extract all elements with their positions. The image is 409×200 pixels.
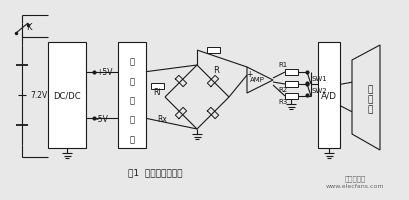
Bar xyxy=(48,43,86,148)
Bar xyxy=(285,94,298,100)
Text: R3: R3 xyxy=(279,99,288,104)
Text: 电子发烧友: 电子发烧友 xyxy=(344,175,366,181)
Bar xyxy=(318,43,340,148)
Text: 密: 密 xyxy=(130,77,135,86)
Text: Rx: Rx xyxy=(157,114,167,123)
Text: www.elecfans.com: www.elecfans.com xyxy=(326,184,384,189)
Text: +5V: +5V xyxy=(96,68,112,77)
Text: 机: 机 xyxy=(367,105,373,114)
Bar xyxy=(151,84,164,90)
Text: 流: 流 xyxy=(130,115,135,124)
Text: K: K xyxy=(26,23,31,32)
Text: 图1  仪器组成原理图: 图1 仪器组成原理图 xyxy=(128,168,182,177)
Text: +: + xyxy=(246,70,252,79)
Text: AMP: AMP xyxy=(249,77,264,83)
Text: Ri: Ri xyxy=(153,88,161,97)
Text: A/D: A/D xyxy=(321,91,337,100)
Text: 恒: 恒 xyxy=(130,96,135,105)
Text: 精: 精 xyxy=(130,57,135,66)
Text: 7.2V: 7.2V xyxy=(30,91,47,100)
Text: 源: 源 xyxy=(130,134,135,143)
Text: -5V: -5V xyxy=(96,114,109,123)
Text: R2: R2 xyxy=(279,87,288,93)
Bar xyxy=(285,70,298,76)
Bar xyxy=(118,43,146,148)
Text: 片: 片 xyxy=(367,95,373,104)
Text: 单: 单 xyxy=(367,85,373,94)
Text: R1: R1 xyxy=(279,62,288,68)
Bar xyxy=(285,82,298,88)
Text: SW1: SW1 xyxy=(312,76,328,82)
Text: R: R xyxy=(213,66,219,75)
Text: DC/DC: DC/DC xyxy=(53,91,81,100)
Text: SW2: SW2 xyxy=(312,88,328,94)
Bar xyxy=(207,48,220,54)
